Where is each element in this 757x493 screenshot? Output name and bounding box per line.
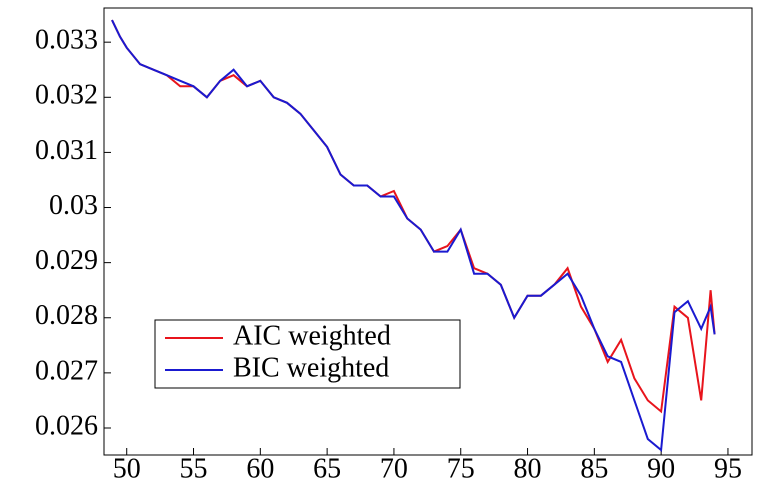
x-tick-label: 60 xyxy=(246,453,274,484)
legend-label: AIC weighted xyxy=(233,320,391,351)
x-tick-label: 75 xyxy=(447,453,475,484)
y-tick-label: 0.027 xyxy=(35,355,98,386)
x-tick-label: 65 xyxy=(313,453,341,484)
legend-box xyxy=(154,319,461,389)
x-tick-label: 80 xyxy=(514,453,542,484)
y-tick-label: 0.026 xyxy=(35,410,98,441)
y-tick-label: 0.033 xyxy=(35,25,98,56)
x-tick-label: 70 xyxy=(380,453,408,484)
series-line xyxy=(111,19,716,452)
x-tick-label: 55 xyxy=(180,453,208,484)
x-tick-label: 90 xyxy=(647,453,675,484)
legend-label: BIC weighted xyxy=(233,352,389,383)
x-tick-label: 85 xyxy=(580,453,608,484)
y-tick-label: 0.029 xyxy=(35,245,98,276)
x-tick-label: 95 xyxy=(714,453,742,484)
y-tick-label: 0.028 xyxy=(35,300,98,331)
y-tick-label: 0.032 xyxy=(35,80,98,111)
x-tick-label: 50 xyxy=(113,453,141,484)
y-tick-label: 0.03 xyxy=(49,190,98,221)
plot-frame xyxy=(103,7,753,456)
y-tick-label: 0.031 xyxy=(35,135,98,166)
